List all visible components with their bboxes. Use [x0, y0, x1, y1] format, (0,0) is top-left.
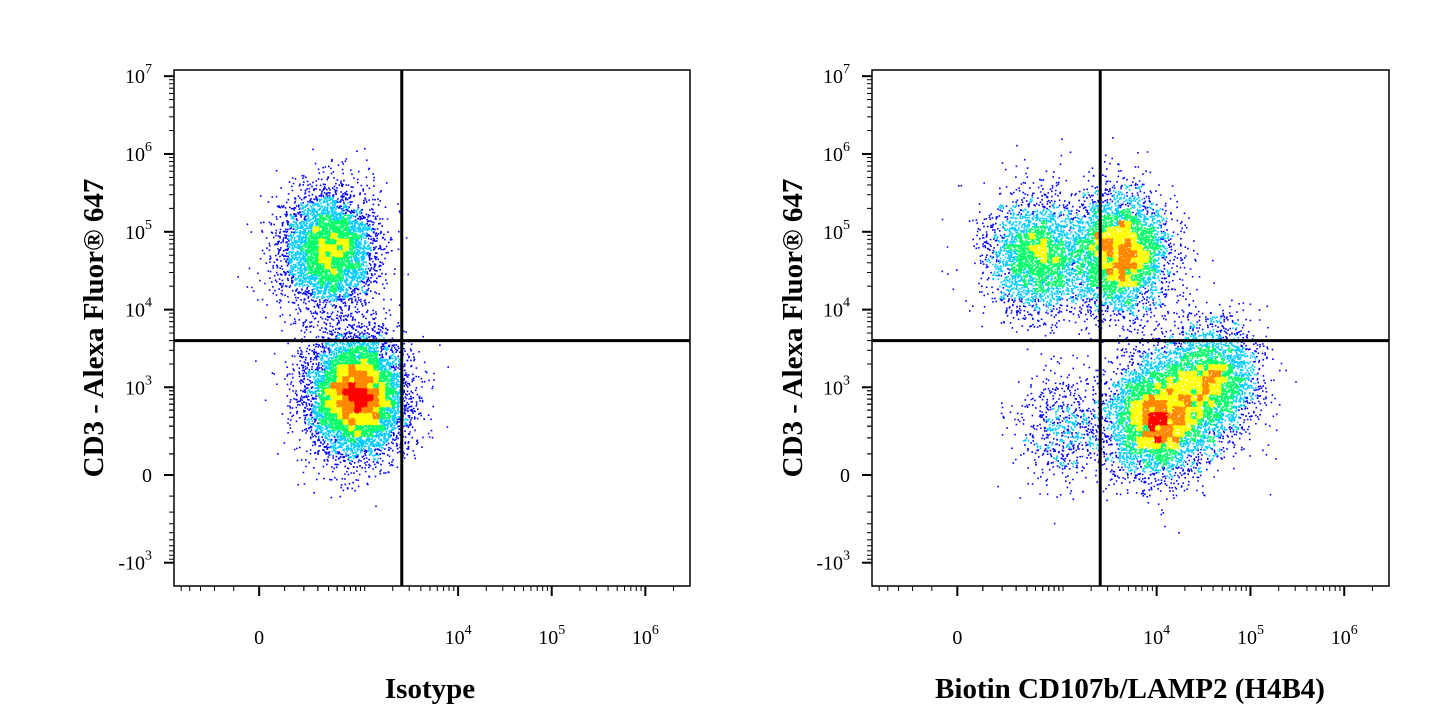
x-axis-title: Isotype: [385, 673, 475, 705]
event-density-5: [342, 382, 374, 414]
event-density-3: [312, 226, 392, 438]
event-density-5: [1148, 412, 1168, 444]
event-density-4: [1094, 220, 1222, 444]
axis-layer: 0 104 105 106 -103 0 103 104 105 106 107: [816, 62, 1373, 649]
x-tick-label: 105: [538, 623, 565, 649]
y-tick-label: -103: [118, 549, 152, 575]
event-density-3: [1028, 220, 1228, 450]
event-density-0: [941, 137, 1297, 534]
y-tick-label: 103: [125, 373, 152, 399]
lamp2-plot: 0 104 105 106 -103 0 103 104 105 106 107 Biotin CD…: [777, 62, 1390, 705]
x-tick-label: 0: [952, 627, 962, 649]
axis-layer: 0 104 105 106 -103 0 103 104 105 106 107: [118, 62, 675, 649]
y-tick-label: 105: [125, 218, 152, 244]
event-density-0: [237, 147, 449, 508]
event-density-1: [288, 196, 409, 462]
y-tick-label: 106: [823, 140, 850, 166]
isotype-plot: 0 104 105 106 -103 0 103 104 105 106 107 Isotype C…: [78, 62, 691, 705]
y-tick-label: 105: [823, 218, 850, 244]
y-tick-label: -103: [816, 549, 850, 575]
x-tick-label: 104: [445, 623, 472, 649]
y-tick-label: 104: [823, 296, 850, 322]
y-tick-label: 0: [142, 465, 152, 487]
event-density-4: [330, 364, 380, 426]
y-axis-title: CD3 - Alexa Fluor® 647: [777, 179, 809, 478]
plot-layer: [941, 137, 1297, 534]
y-tick-label: 107: [125, 62, 152, 88]
x-tick-label: 105: [1237, 623, 1264, 649]
x-axis-title: Biotin CD107b/LAMP2 (H4B4): [935, 673, 1325, 705]
x-tick-label: 106: [1331, 623, 1358, 649]
plot-layer: [237, 147, 449, 508]
plot-frame: [871, 69, 1390, 587]
y-tick-label: 107: [823, 62, 850, 88]
plot-frame: [173, 69, 691, 587]
x-tick-label: 106: [632, 623, 659, 649]
y-tick-label: 0: [840, 465, 850, 487]
y-tick-label: 106: [125, 140, 152, 166]
y-axis-title: CD3 - Alexa Fluor® 647: [78, 179, 110, 478]
y-tick-label: 104: [125, 296, 152, 322]
y-tick-label: 103: [823, 373, 850, 399]
x-tick-label: 0: [254, 627, 264, 649]
x-tick-label: 104: [1143, 623, 1170, 649]
